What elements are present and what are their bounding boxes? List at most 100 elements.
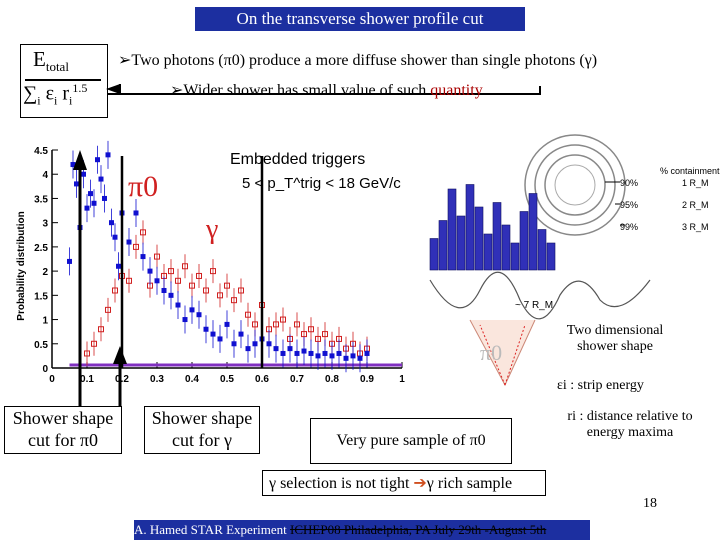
containment-pct: 90% [620,178,638,188]
histogram-bar [465,184,475,271]
containment-pct: 99% [620,222,638,232]
pi0-point [273,346,279,352]
pi0-point [182,317,188,323]
gamma-point [231,297,237,304]
pi0-point [210,331,216,337]
pi0-point [315,353,321,359]
pi0-point [231,341,237,347]
histogram-bar [456,215,466,271]
pi0-point [294,350,300,356]
gamma-point [196,272,202,279]
y-tick-label: 4.5 [34,146,48,157]
pi0-point [126,239,132,245]
gamma-point [175,277,181,284]
gamma-point [168,268,174,275]
slide-title: On the transverse shower profile cut [195,7,525,31]
pi0-point [189,307,195,313]
gamma-selection-box: γ selection is not tight ➔γ rich sample [262,470,546,496]
pi0-point [140,254,146,260]
gamma-point [203,287,209,294]
shower-panel: % containment 90% 1 R_M 95% 2 R_M 99% 3 R_M ~… [429,134,720,387]
x-tick-label: 0.6 [255,374,269,385]
pi0-point [74,181,79,187]
gamma-point [210,268,216,275]
y-tick-label: 1.5 [34,291,48,302]
pi0-point [109,220,114,226]
shower-outline [429,271,651,320]
y-tick-label: 4 [42,170,48,181]
pi0-point [252,341,258,347]
gamma-point [273,321,279,328]
histogram-bar [438,220,448,271]
gamma-point [224,282,230,289]
y-tick-label: 0 [42,364,48,375]
containment-rm: 1 R_M [682,178,709,188]
x-tick-label: 0.1 [80,374,94,385]
pi0-point [329,353,335,359]
gamma-point [126,277,132,284]
pi0-point [147,268,153,274]
x-tick-label: 0.2 [115,374,129,385]
gamma-point [189,282,195,289]
probability-chart: 0 0.1 0.2 0.3 0.4 0.5 0.6 0.7 0.8 0.9 1 0 0.5 1 1.5 2 2.… [10,136,415,396]
y-tick-label: 3 [42,219,48,230]
histogram-bar [546,242,556,271]
quantity-word: quantity [430,82,483,99]
histogram-bar [492,202,502,271]
gamma-point [91,340,97,347]
y-tick-label: 3.5 [34,194,48,205]
gamma-point [105,306,111,313]
pi0-point [88,191,93,197]
fraction-line [25,79,101,81]
shower-histogram [429,184,556,271]
pi0-point [245,346,251,352]
pi0-point [81,171,86,177]
containment-rings [524,134,626,236]
pi0-point [112,234,118,240]
gamma-point [98,326,104,333]
shower-caption: Two dimensional shower shape [566,323,664,354]
pi0-point [70,162,76,168]
pi0-point [84,205,90,211]
r-description: ri : distance relative to energy maxima [567,409,693,440]
pi0-point [287,346,293,352]
pi0-point [154,278,160,284]
gamma-point [112,287,118,294]
pi0-point [280,350,286,356]
pi0-point [91,200,97,206]
gamma-point [252,321,258,328]
x-tick-label: 0.4 [185,374,199,385]
pi0-point [116,263,121,269]
x-tick-label: 0.7 [290,374,304,385]
pi0-point [95,157,100,163]
y-tick-label: 1 [42,316,48,327]
pi0-point [168,292,174,298]
gamma-point [322,331,328,338]
pi0-point [67,258,72,264]
pi0-point [301,348,307,354]
formula-box: Etotal ∑i εi ri1.5 [20,44,108,118]
pi0-point [196,312,202,318]
pi0-point [336,350,342,356]
pi0-point [238,331,244,337]
x-tick-label: 0.5 [220,374,234,385]
panel-pi0-label: π0 [480,340,502,365]
histogram-bar [501,224,511,271]
gamma-point [84,350,90,357]
pi0-point [217,336,223,342]
histogram-bar [447,188,457,271]
gamma-point [301,331,307,338]
footer: A. Hamed STAR Experiment ICHEP08 Philade… [134,520,590,540]
gamma-point [133,243,139,250]
x-tick-label: 0 [49,374,55,385]
chart-subtitle: 5 < p_T^trig < 18 GeV/c [242,175,401,192]
gamma-label: γ [205,214,218,245]
pi0-cone [469,319,536,387]
pi0-point [364,350,370,356]
containment-table: 90% 1 R_M 95% 2 R_M 99% 3 R_M [620,178,709,232]
histogram-bar [510,242,520,271]
pi0-label: π0 [128,170,158,203]
pi0-point [203,326,209,332]
containment-pct: 95% [620,200,638,210]
gamma-point [294,321,300,328]
